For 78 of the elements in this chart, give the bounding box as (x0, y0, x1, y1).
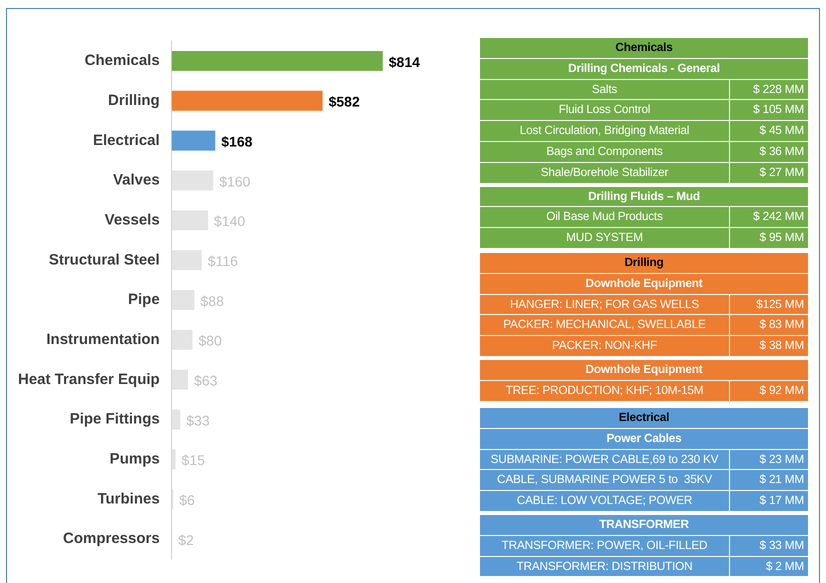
category-label: CABLE, SUBMARINE POWER 5 to 35KV (480, 470, 730, 492)
text: $125 MM (756, 296, 804, 311)
bar (172, 170, 214, 190)
y-tick-label: Pipe Fittings (70, 410, 160, 428)
bar (172, 370, 188, 390)
data-label: $140 (214, 213, 246, 230)
bar (172, 290, 195, 310)
text: $ 242 MM (753, 209, 804, 224)
y-tick-label: Pipe (128, 291, 160, 308)
category-label: TRANSFORMER: POWER, OIL-FILLED (480, 536, 730, 557)
category-label: TRANSFORMER (480, 512, 808, 536)
text: $ 27 MM (760, 164, 804, 179)
category-label: TREE: PRODUCTION; KHF; 10M-15M (480, 380, 730, 402)
data-label: $33 (186, 412, 210, 428)
text: $ 23 MM (760, 452, 804, 466)
data-label: $80 (198, 332, 222, 349)
text: $ 95 MM (760, 230, 804, 244)
y-tick-label: Structural Steel (48, 251, 160, 268)
data-label: $15 (182, 452, 206, 468)
text: $ 21 MM (760, 472, 804, 486)
data-label: $168 (221, 133, 253, 150)
text: Chemicals (480, 38, 808, 59)
data-label: $582 (328, 94, 360, 110)
category-label: Downhole Equipment (480, 274, 808, 295)
data-label: $160 (219, 173, 251, 190)
y-tick-label: Instrumentation (46, 330, 160, 348)
bar (172, 90, 323, 111)
text: $ 36 MM (760, 144, 804, 158)
bar (172, 210, 208, 230)
y-tick-label: Pumps (110, 450, 160, 468)
category-label: HANGER: LINER; FOR GAS WELLS (480, 294, 730, 316)
y-tick-label: Vessels (104, 211, 160, 228)
y-tick-label: Valves (112, 172, 160, 189)
category-label: Lost Circulation, Bridging Material (480, 121, 730, 142)
category-label: CABLE: LOW VOLTAGE; POWER (480, 491, 730, 512)
category-label: Drilling Fluids – Mud (480, 184, 808, 208)
bar (172, 330, 192, 350)
category-label: Power Cables (480, 428, 808, 450)
category-label: Bags and Components (480, 142, 730, 163)
data-label: $814 (388, 54, 420, 70)
bar (172, 449, 176, 470)
data-label: $116 (208, 253, 238, 270)
text: $ 17 MM (760, 493, 804, 508)
text: $ 92 MM (760, 382, 804, 397)
category-label: TRANSFORMER: DISTRIBUTION (480, 556, 730, 578)
y-tick-label: Chemicals (84, 52, 160, 70)
category-label: Shale/Borehole Stabilizer (480, 162, 730, 184)
text: Electrical (480, 408, 808, 429)
text: $ 83 MM (760, 317, 804, 332)
bar (172, 50, 383, 71)
category-label: SUBMARINE: POWER CABLE,69 to 230 KV (480, 450, 730, 470)
bar (172, 250, 202, 270)
category-label: MUD SYSTEM (480, 228, 730, 249)
text: $ 33 MM (760, 538, 804, 552)
category-label: PACKER: MECHANICAL, SWELLABLE (480, 315, 730, 336)
y-tick-label: Compressors (63, 530, 160, 548)
bar (172, 410, 180, 430)
category-label: Downhole Equipment (480, 356, 808, 381)
text: $ 2 MM (766, 558, 804, 573)
text: $ 45 MM (760, 123, 804, 138)
category-label: Salts (480, 80, 730, 100)
text: Drilling (480, 253, 808, 274)
y-tick-label: Drilling (108, 92, 160, 109)
category-label: Oil Base Mud Products (480, 207, 730, 228)
y-tick-label: Turbines (97, 490, 160, 508)
category-label: Drilling Chemicals - General (480, 58, 808, 80)
text: $ 38 MM (760, 338, 804, 352)
data-label: $88 (200, 292, 224, 309)
data-label: $63 (194, 372, 218, 389)
y-tick-label: Heat Transfer Equip (18, 370, 160, 388)
data-label: $6 (179, 492, 196, 508)
text: $ 228 MM (753, 82, 804, 96)
data-label: $2 (178, 532, 194, 548)
bar (172, 130, 216, 151)
category-label: Fluid Loss Control (480, 100, 730, 122)
category-label: PACKER: NON-KHF (480, 336, 730, 357)
text: $ 105 MM (753, 102, 804, 116)
y-tick-label: Electrical (92, 132, 160, 149)
